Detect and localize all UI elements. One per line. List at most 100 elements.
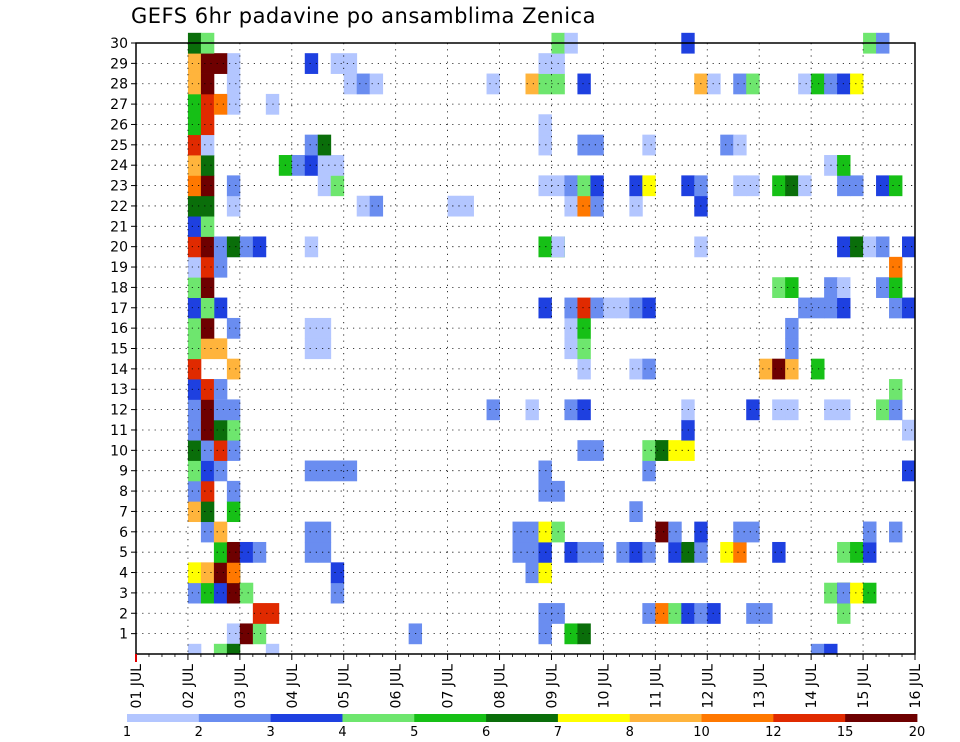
heatmap-cell: [330, 582, 345, 604]
y-tick-label: 29: [110, 56, 128, 72]
heatmap-cell: [876, 399, 890, 421]
heatmap-cell: [213, 53, 228, 74]
heatmap-cell: [317, 134, 332, 156]
heatmap-cell: [889, 379, 903, 400]
y-tick-label: 6: [119, 525, 128, 541]
heatmap-cell: [304, 155, 319, 176]
heatmap-cell: [538, 541, 552, 563]
heatmap-cell: [486, 73, 500, 95]
heatmap-cell: [538, 460, 552, 482]
y-tick-label: 23: [110, 179, 128, 195]
y-tick-label: 7: [119, 504, 128, 520]
heatmap-cell: [200, 53, 215, 74]
heatmap-cell: [889, 277, 903, 298]
heatmap-cell: [226, 501, 241, 523]
heatmap-cell: [187, 643, 202, 655]
heatmap-cell: [187, 53, 202, 74]
heatmap-cell: [590, 297, 604, 319]
heatmap-cell: [733, 175, 747, 197]
y-tick-label: 8: [119, 484, 128, 500]
heatmap-cell: [616, 297, 630, 319]
heatmap-cell: [538, 623, 552, 645]
heatmap-cell: [759, 603, 773, 624]
heatmap-cell: [187, 562, 202, 584]
colorbar-segment: [845, 714, 918, 722]
heatmap-cell: [213, 562, 228, 584]
heatmap-cell: [772, 399, 786, 421]
heatmap-cell: [356, 195, 371, 217]
heatmap-cell: [226, 582, 241, 604]
heatmap-cell: [590, 440, 604, 461]
y-tick-label: 15: [110, 342, 128, 358]
y-tick-label: 28: [110, 77, 128, 93]
y-tick-label: 17: [110, 301, 128, 317]
heatmap-cell: [330, 53, 345, 74]
y-tick-label: 20: [110, 240, 128, 256]
heatmap-cell: [902, 236, 916, 258]
heatmap-cell: [512, 521, 526, 543]
y-tick-label: 22: [110, 199, 128, 215]
heatmap-cell: [577, 440, 591, 461]
x-axis: 01 JUL 02 JUL 03 JUL 04 JUL 05 JUL 06 JUL 07 J…: [129, 654, 924, 708]
heatmap-cell: [213, 582, 228, 604]
colorbar-segment: [773, 714, 846, 722]
heatmap-cell: [785, 277, 799, 298]
heatmap-cell: [863, 541, 877, 563]
colorbar-segment: [342, 714, 415, 722]
colorbar-label: 8: [626, 725, 634, 740]
y-tick-label: 1: [119, 627, 128, 643]
x-tick-label: 13 JUL: [752, 664, 768, 709]
x-tick-label: 12 JUL: [700, 664, 716, 709]
heatmap-cell: [252, 541, 267, 563]
heatmap-cell: [889, 256, 903, 278]
y-tick-label: 4: [119, 566, 128, 582]
heatmap-cell: [460, 195, 474, 217]
heatmap-cell: [252, 236, 267, 258]
heatmap-cell: [187, 338, 202, 360]
heatmap-cell: [226, 399, 241, 421]
heatmap-cell: [486, 399, 500, 421]
x-tick-label: 05 JUL: [337, 664, 353, 709]
heatmap-cell: [876, 277, 890, 298]
heatmap-cell: [590, 134, 604, 156]
x-tick-label: 03 JUL: [233, 664, 249, 709]
y-tick-label: 24: [110, 158, 128, 174]
heatmap-cell: [187, 114, 202, 136]
heatmap-cell: [200, 317, 215, 339]
heatmap-cell: [668, 603, 682, 624]
heatmap-cell: [577, 358, 591, 380]
heatmap-cell: [525, 521, 539, 543]
y-tick-label: 30: [110, 36, 128, 52]
heatmap-cell: [330, 460, 345, 482]
y-tick-label: 3: [119, 586, 128, 602]
heatmap-cell: [200, 379, 215, 400]
heatmap-cell: [304, 460, 319, 482]
heatmap-cell: [265, 643, 280, 655]
heatmap-cell: [330, 155, 345, 176]
heatmap-cell: [187, 460, 202, 482]
y-tick-label: 11: [110, 423, 128, 439]
heatmap-cell: [213, 236, 228, 258]
heatmap-cell: [577, 541, 591, 563]
heatmap-cell: [590, 195, 604, 217]
heatmap-cell: [317, 175, 332, 197]
heatmap-cell: [317, 460, 332, 482]
heatmap-cell: [902, 460, 916, 482]
heatmap-cell: [226, 623, 241, 645]
heatmap-cell: [356, 73, 371, 95]
heatmap-cell: [889, 175, 903, 197]
heatmap-cell: [213, 93, 228, 115]
heatmap-cell: [330, 175, 345, 197]
heatmap-cell: [538, 236, 552, 258]
heatmap-cell: [629, 358, 643, 380]
heatmap-cell: [226, 562, 241, 584]
colorbar-label: 3: [266, 725, 274, 740]
heatmap-cell: [213, 256, 228, 278]
heatmap-cell: [343, 460, 358, 482]
y-tick-label: 13: [110, 382, 128, 398]
colorbar-label: 10: [693, 725, 710, 740]
heatmap-cell: [187, 379, 202, 400]
grid-lines: [136, 42, 915, 654]
heatmap-cell: [876, 175, 890, 197]
heatmap-cell: [733, 541, 747, 563]
